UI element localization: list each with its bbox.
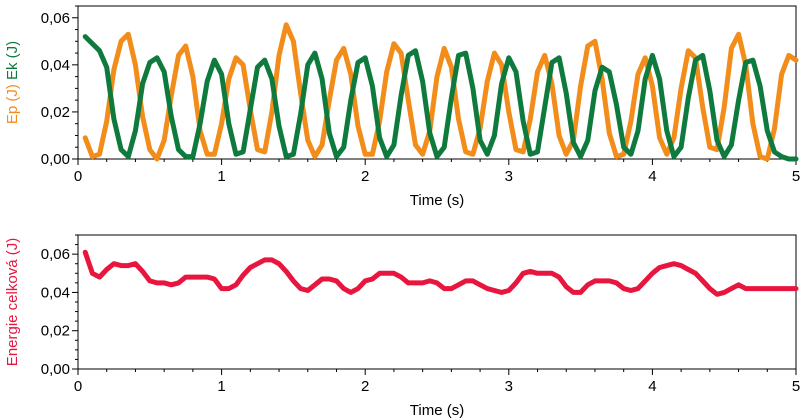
y-tick-label: 0,00 [41,361,70,378]
x-tick-label: 0 [74,168,82,185]
x-tick-label: 4 [648,168,656,185]
x-tick-label: 3 [505,378,513,395]
series-line-0 [82,249,799,297]
series-line-0 [82,22,799,162]
y-tick-label: 0,02 [41,104,70,121]
y-axis-label-part: Ep (J) [4,84,21,124]
y-tick-label: 0,00 [41,151,70,168]
y-tick-label: 0,06 [41,246,70,263]
y-tick-label: 0,04 [41,284,70,301]
chart-total-energy: 0 1 2 3 4 5 0,00 0,02 0,04 0,06 Time (s) Energie ce… [4,234,800,419]
y-axis-label: Ep (J) Ek (J) [4,41,21,124]
x-tick-label: 2 [361,378,369,395]
x-tick-label: 0 [74,378,82,395]
y-tick-label: 0,02 [41,323,70,340]
x-tick-label: 1 [217,168,225,185]
x-tick-label: 3 [505,168,513,185]
x-axis-label: Time (s) [410,402,464,419]
chart-energy-components: 0 1 2 3 4 5 0,00 0,02 0,04 0,06 Time (s) Ep (J) Ek … [4,5,800,209]
x-tick-label: 1 [217,378,225,395]
y-tick-label: 0,04 [41,57,70,74]
y-axis-label-part: Ek (J) [4,41,21,84]
plot-frame [77,234,797,370]
y-tick-label: 0,06 [41,10,70,27]
x-tick-label: 2 [361,168,369,185]
y-axis-label: Energie celková (J) [4,238,21,366]
series-line-1 [82,34,799,162]
x-tick-label: 5 [792,378,800,395]
x-tick-label: 4 [648,378,656,395]
x-axis-label: Time (s) [410,192,464,209]
x-tick-label: 5 [792,168,800,185]
